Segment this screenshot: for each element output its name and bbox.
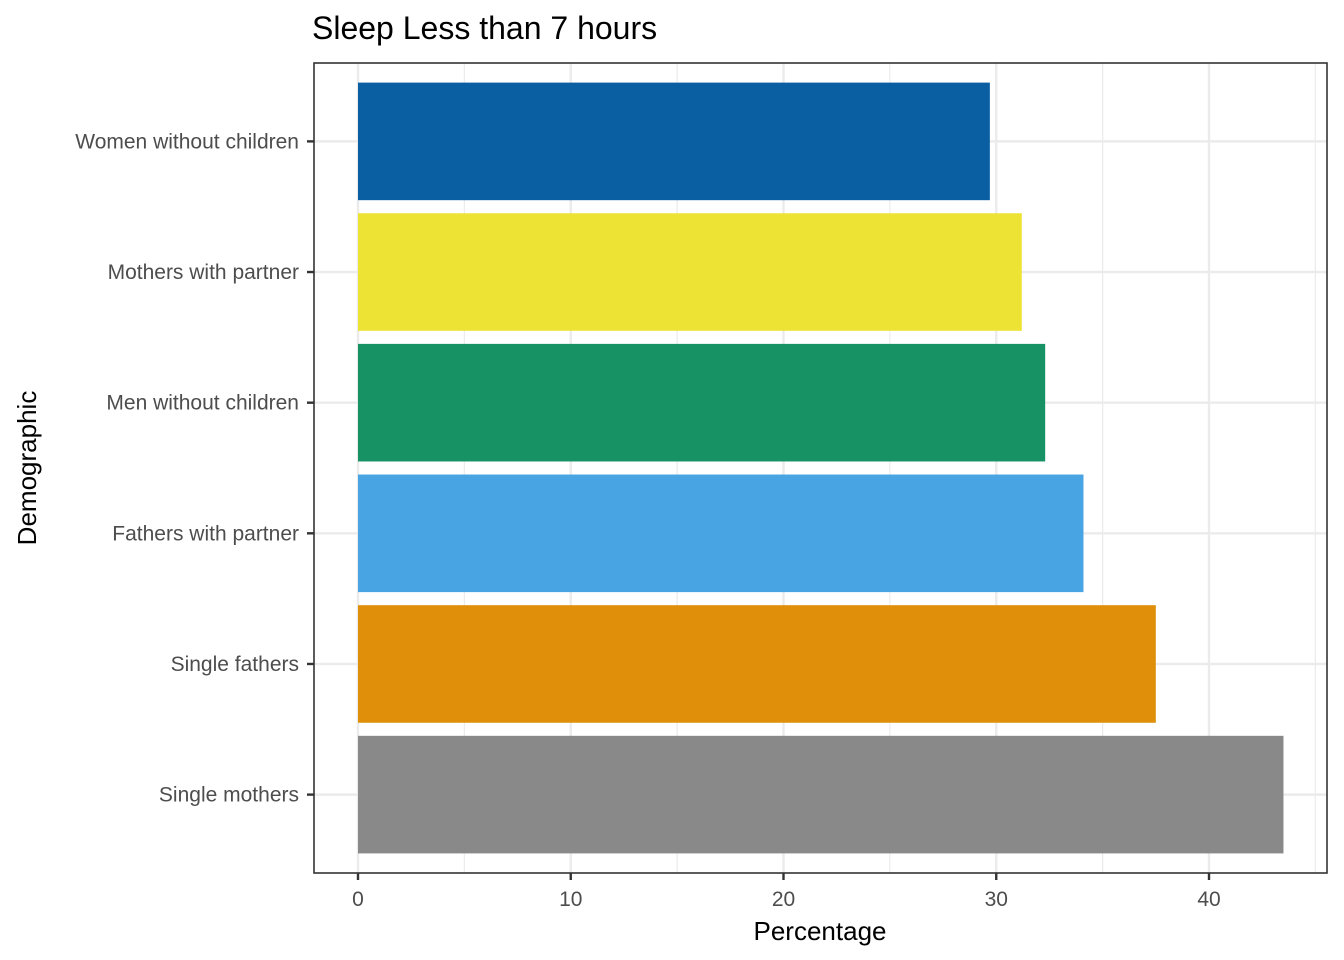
panel-border [313, 62, 1328, 874]
x-tick-label: 10 [559, 888, 582, 911]
bar [358, 605, 1156, 723]
bar [358, 735, 1284, 854]
x-axis-title: Percentage [754, 916, 887, 946]
y-axis-title: Demographic [12, 391, 42, 546]
x-tick-label: 20 [772, 888, 795, 911]
bar [358, 343, 1046, 462]
x-tick-label: 0 [352, 888, 364, 911]
y-axis: Women without children Mothers with partn… [75, 130, 314, 807]
y-tick-label: Single mothers [159, 784, 299, 807]
y-tick-label: Mothers with partner [108, 261, 299, 284]
bar [358, 213, 1022, 331]
chart-title: Sleep Less than 7 hours [312, 10, 657, 46]
x-axis: 0 10 20 30 40 [352, 873, 1221, 911]
bar [358, 474, 1084, 593]
y-tick-label: Single fathers [171, 653, 299, 676]
bar [358, 82, 990, 201]
bars [358, 82, 1284, 854]
x-tick-label: 40 [1197, 888, 1220, 911]
x-tick-label: 30 [985, 888, 1008, 911]
y-tick-label: Men without children [106, 392, 299, 415]
y-tick-label: Women without children [75, 130, 299, 153]
y-tick-label: Fathers with partner [112, 522, 299, 545]
